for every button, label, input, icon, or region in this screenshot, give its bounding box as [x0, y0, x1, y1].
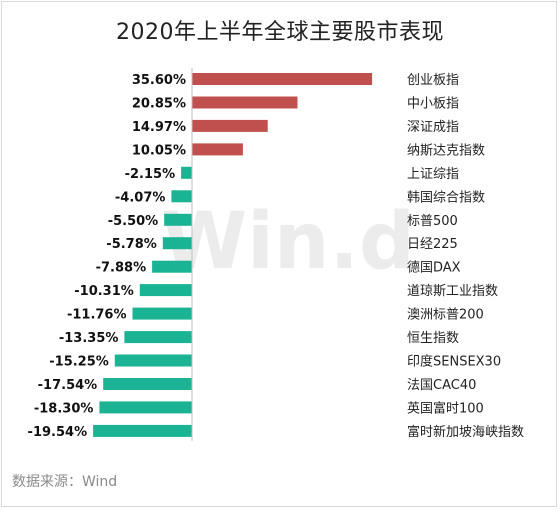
category-label-7: 日经225 — [407, 237, 458, 252]
value-label-7: -5.78% — [106, 237, 157, 252]
bar-14 — [99, 401, 192, 414]
value-label-13: -17.54% — [38, 378, 98, 393]
bar-6 — [164, 213, 192, 226]
bar-12 — [114, 354, 192, 367]
value-label-3: 10.05% — [132, 143, 186, 158]
category-label-10: 澳洲标普200 — [407, 307, 484, 323]
value-label-0: 35.60% — [132, 73, 186, 88]
category-label-3: 纳斯达克指数 — [407, 143, 485, 158]
source-note: 数据来源：Wind — [12, 474, 118, 490]
bar-15 — [93, 424, 192, 437]
bar-9 — [139, 284, 192, 297]
wind-watermark: Win.d — [161, 197, 415, 287]
chart-title: 2020年上半年全球主要股市表现 — [116, 20, 444, 45]
category-label-15: 富时新加坡海峡指数 — [407, 424, 524, 440]
bar-2 — [192, 119, 268, 132]
category-label-8: 德国DAX — [407, 261, 461, 276]
value-label-11: -13.35% — [59, 331, 119, 346]
category-label-6: 标普500 — [407, 214, 458, 229]
category-label-4: 上证综指 — [407, 167, 459, 182]
bar-5 — [171, 190, 192, 203]
category-label-0: 创业板指 — [407, 73, 459, 88]
value-label-1: 20.85% — [132, 97, 186, 112]
bar-4 — [181, 166, 192, 179]
bar-13 — [103, 378, 192, 390]
value-label-8: -7.88% — [96, 261, 147, 276]
category-label-11: 恒生指数 — [407, 331, 459, 346]
value-label-15: -19.54% — [28, 425, 88, 440]
category-label-1: 中小板指 — [407, 97, 459, 112]
bar-7 — [162, 237, 192, 250]
category-label-13: 法国CAC40 — [407, 378, 476, 393]
category-label-2: 深证成指 — [407, 120, 459, 135]
value-label-5: -4.07% — [115, 190, 166, 205]
category-label-14: 英国富时100 — [407, 400, 484, 416]
value-label-10: -11.76% — [67, 308, 127, 323]
value-label-4: -2.15% — [125, 167, 176, 182]
bar-11 — [124, 331, 192, 344]
category-label-12: 印度SENSEX30 — [407, 354, 501, 370]
category-label-5: 韩国综合指数 — [407, 190, 485, 205]
bar-0 — [192, 73, 373, 85]
bar-8 — [152, 260, 192, 273]
bar-10 — [132, 307, 192, 320]
bars-group — [93, 73, 373, 437]
value-label-2: 14.97% — [132, 120, 186, 135]
value-label-14: -18.30% — [34, 401, 94, 416]
value-labels-group: 35.60% 20.85% 14.97% 10.05% -2.15% -4.07% -5.5… — [28, 73, 186, 440]
value-label-12: -15.25% — [49, 355, 109, 370]
value-label-6: -5.50% — [108, 214, 159, 229]
bar-3 — [192, 143, 243, 156]
value-label-9: -10.31% — [74, 284, 134, 299]
bar-1 — [192, 96, 298, 109]
category-label-9: 道琼斯工业指数 — [407, 284, 498, 299]
